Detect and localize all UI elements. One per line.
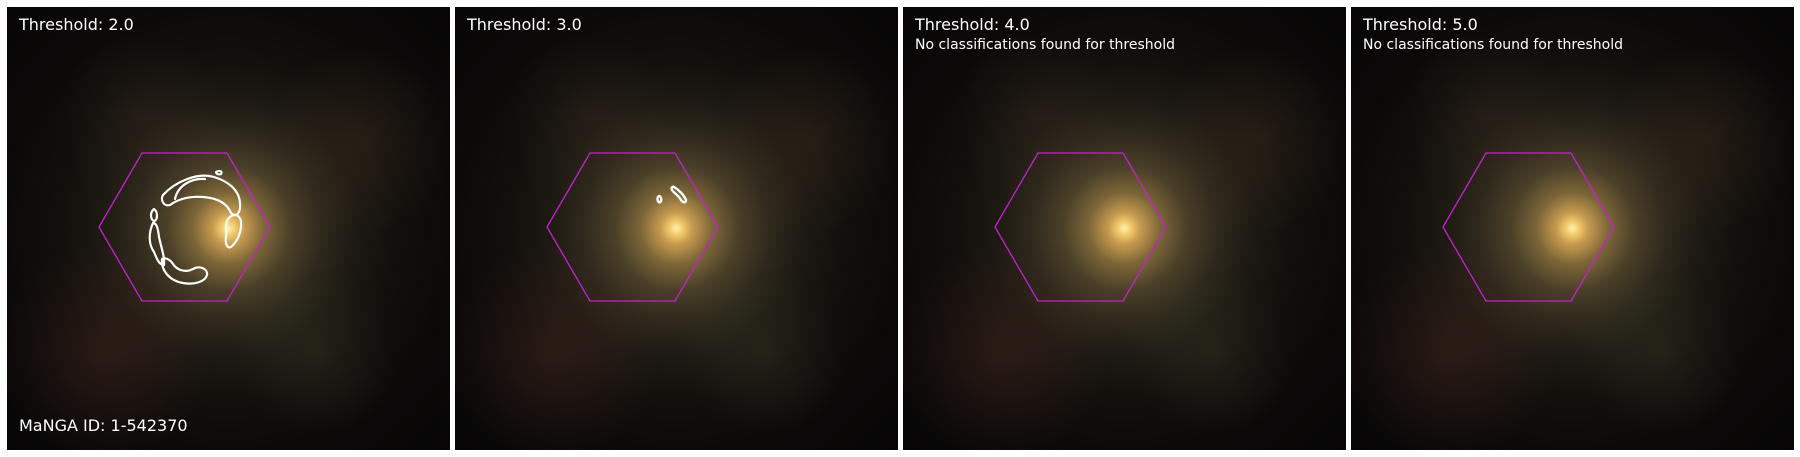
- contour-left-arm: [148, 221, 166, 267]
- no-classifications-message: No classifications found for threshold: [1363, 37, 1623, 53]
- overlay-4: [1442, 152, 1615, 302]
- contour-right-arm: [224, 213, 243, 249]
- contour-top-arc: [173, 177, 207, 201]
- galaxy-panel-threshold-5: Threshold: 5.0 No classifications found …: [1351, 7, 1794, 450]
- contour-upper-arm: [160, 174, 242, 217]
- overlay-2: [546, 152, 719, 302]
- panel-title: Threshold: 4.0: [915, 15, 1030, 34]
- ifu-hexagon: [994, 152, 1167, 302]
- ifu-hexagon: [546, 152, 719, 302]
- ifu-hexagon: [98, 152, 271, 302]
- spiral-arm-contours: [148, 169, 243, 285]
- ifu-hexagon: [1442, 152, 1615, 302]
- contour-small-left: [656, 194, 663, 204]
- galaxy-panel-threshold-2: Threshold: 2.0 MaNGA ID: 1-542370: [7, 7, 450, 450]
- contour-bottom-arm: [160, 257, 209, 285]
- panel-title: Threshold: 5.0: [1363, 15, 1478, 34]
- overlay-3: [994, 152, 1167, 302]
- spiral-arm-contours: [656, 185, 688, 204]
- galaxy-panel-threshold-4: Threshold: 4.0 No classifications found …: [903, 7, 1346, 450]
- galaxy-panel-threshold-3: Threshold: 3.0: [455, 7, 898, 450]
- contour-small-right: [670, 185, 688, 204]
- overlay-1: [98, 152, 271, 302]
- manga-id-label: MaNGA ID: 1-542370: [19, 416, 188, 435]
- panel-title: Threshold: 3.0: [467, 15, 582, 34]
- no-classifications-message: No classifications found for threshold: [915, 37, 1175, 53]
- contour-left-blob: [149, 207, 159, 223]
- panel-title: Threshold: 2.0: [19, 15, 134, 34]
- contour-small-knot: [214, 169, 223, 176]
